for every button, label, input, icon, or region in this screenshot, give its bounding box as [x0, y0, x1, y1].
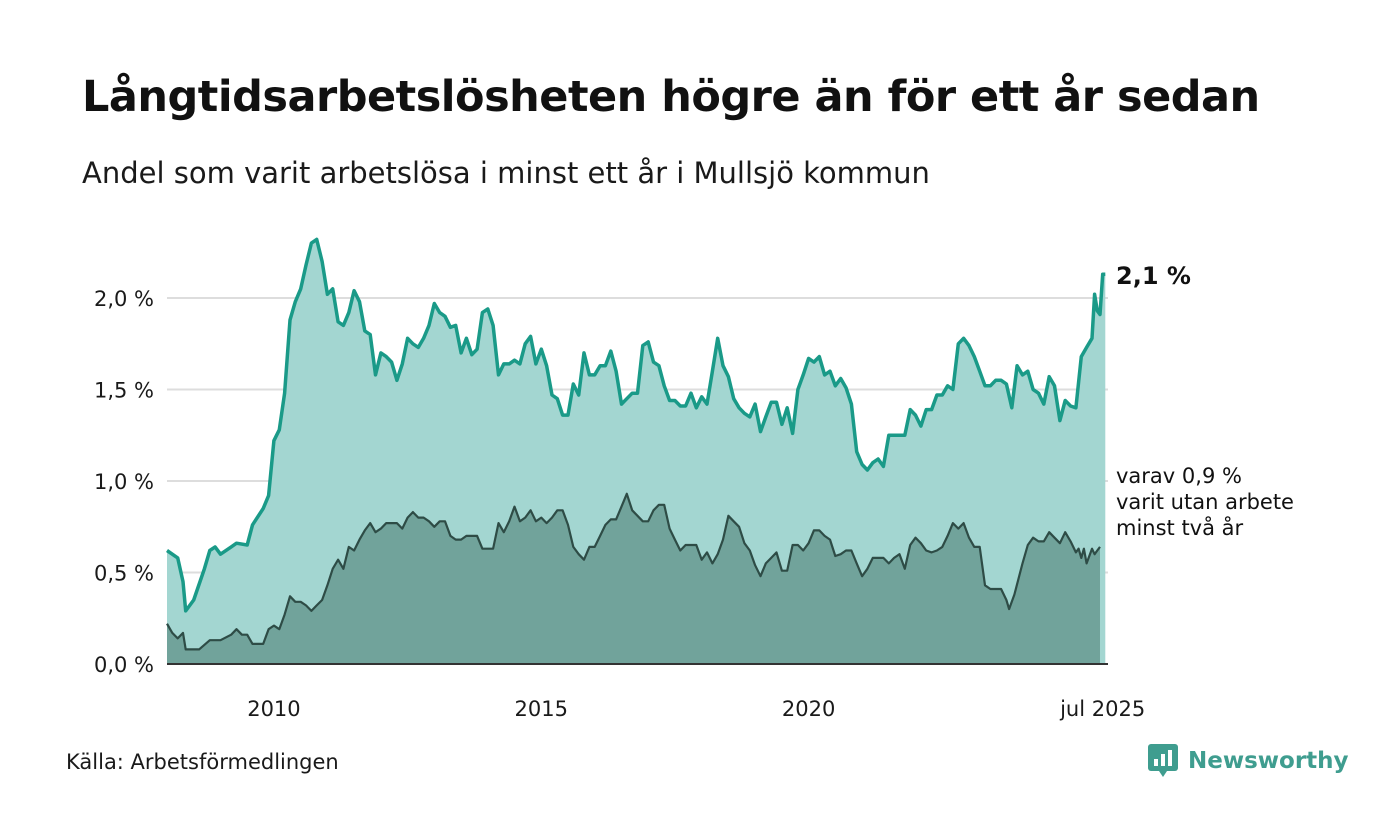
area-layer	[166, 237, 1106, 664]
axes: 0,0 % 0,5 % 1,0 % 1,5 % 2,0 % 2010 2015 2020 jul…	[94, 287, 1145, 721]
end-value-label: 2,1 %	[1116, 262, 1191, 290]
brand-name: Newsworthy	[1188, 748, 1349, 774]
x-tick-label: 2020	[782, 697, 835, 721]
y-tick-label: 1,5 %	[94, 379, 154, 403]
y-tick-label: 2,0 %	[94, 287, 154, 311]
series-1-line	[166, 237, 1106, 613]
y-tick-label: 1,0 %	[94, 470, 154, 494]
chart-title: Långtidsarbetslösheten högre än för ett …	[82, 72, 1260, 122]
y-tick-label: 0,0 %	[94, 653, 154, 677]
brand-logo[interactable]: Newsworthy	[1148, 744, 1349, 778]
x-tick-label: 2010	[247, 697, 300, 721]
subset-label-line-3: minst två år	[1116, 515, 1244, 540]
x-tick-label: 2015	[515, 697, 568, 721]
series-2-line	[166, 492, 1101, 651]
x-tick-label: jul 2025	[1059, 697, 1145, 721]
source-note: Källa: Arbetsförmedlingen	[66, 750, 339, 774]
y-tick-label: 0,5 %	[94, 562, 154, 586]
newsworthy-logo-icon	[1148, 744, 1178, 777]
series-2-area	[167, 493, 1100, 664]
subset-label-line-2: varit utan arbete	[1116, 490, 1294, 514]
annotations: 2,1 % varav 0,9 % varit utan arbete mins…	[1116, 262, 1294, 540]
chart-subtitle: Andel som varit arbetslösa i minst ett å…	[82, 156, 930, 190]
subset-label-line-1: varav 0,9 %	[1116, 464, 1242, 488]
